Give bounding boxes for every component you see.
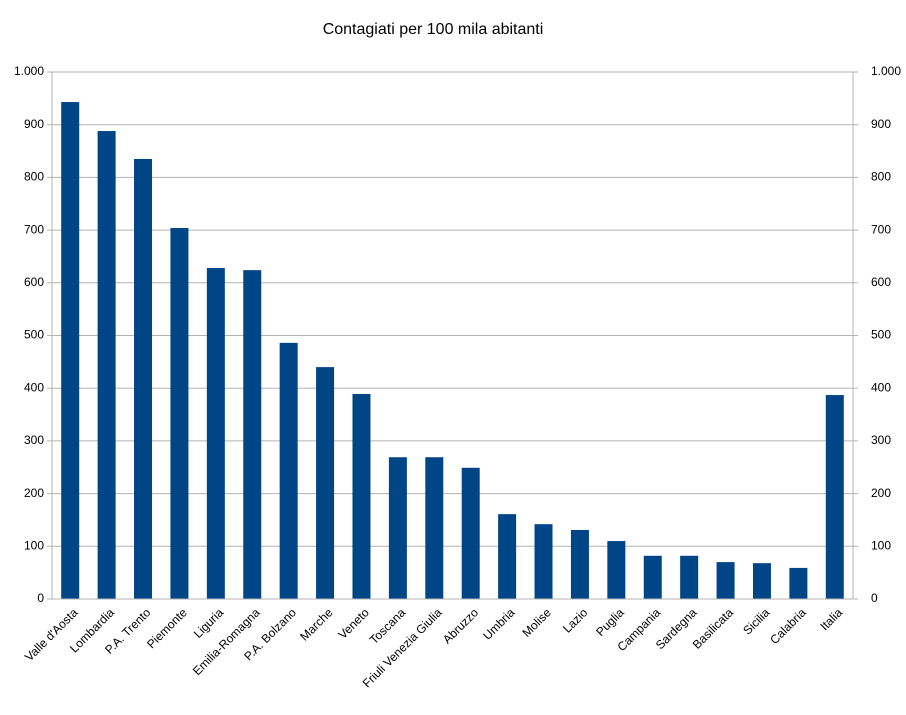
y-tick-label: 900 (24, 117, 44, 131)
bar (206, 268, 225, 599)
bar (388, 457, 407, 599)
bar (243, 270, 262, 599)
y2-tick-label: 700 (871, 222, 891, 236)
y-tick-label: 1.000 (14, 64, 44, 78)
y-tick-label: 300 (24, 433, 44, 447)
y-tick-label: 400 (24, 380, 44, 394)
bar (134, 158, 153, 599)
x-tick-label: Basilicata (690, 605, 736, 651)
bar (170, 227, 189, 599)
y-tick-label: 700 (24, 222, 44, 236)
bar (534, 524, 553, 599)
x-tick-label: Liguria (191, 605, 227, 641)
x-tick-label: Italia (817, 605, 845, 633)
y-tick-label: 500 (24, 328, 44, 342)
bar (570, 529, 589, 599)
y2-tick-label: 1.000 (871, 64, 901, 78)
bar (825, 395, 844, 599)
bar (352, 393, 371, 599)
bar (752, 563, 771, 599)
x-tick-label: Abruzzo (440, 605, 481, 646)
x-tick-label: Molise (519, 605, 554, 640)
x-tick-label: Marche (297, 605, 335, 643)
y-tick-label: 600 (24, 275, 44, 289)
x-tick-label: Umbria (480, 605, 517, 642)
bar (643, 555, 662, 599)
y-tick-label: 100 (24, 538, 44, 552)
x-tick-label: Puglia (593, 605, 627, 639)
x-tick-label: Sicilia (740, 605, 772, 637)
bar (97, 131, 116, 600)
bar (279, 342, 298, 599)
x-tick-label: Valle d'Aosta (22, 605, 81, 664)
y2-tick-label: 0 (871, 591, 878, 605)
chart-title: Contagiati per 100 mila abitanti (323, 21, 544, 38)
bar (680, 555, 699, 599)
bar (789, 567, 808, 599)
y-tick-label: 200 (24, 486, 44, 500)
bar (498, 514, 517, 599)
y2-tick-label: 900 (871, 117, 891, 131)
bar (61, 102, 80, 599)
y2-tick-label: 600 (871, 275, 891, 289)
y2-tick-label: 500 (871, 328, 891, 342)
y-tick-label: 0 (37, 591, 44, 605)
bar (425, 457, 444, 599)
bar (316, 367, 335, 599)
y2-tick-label: 300 (871, 433, 891, 447)
bar (607, 541, 626, 599)
y2-tick-label: 800 (871, 170, 891, 184)
y2-tick-label: 100 (871, 538, 891, 552)
y-tick-label: 800 (24, 170, 44, 184)
y2-tick-label: 400 (871, 380, 891, 394)
x-tick-label: Lazio (560, 605, 590, 635)
x-tick-label: Piemonte (144, 605, 190, 651)
bar (461, 467, 480, 599)
bar (716, 562, 735, 599)
x-tick-label: Calabria (767, 605, 809, 647)
y2-tick-label: 200 (871, 486, 891, 500)
